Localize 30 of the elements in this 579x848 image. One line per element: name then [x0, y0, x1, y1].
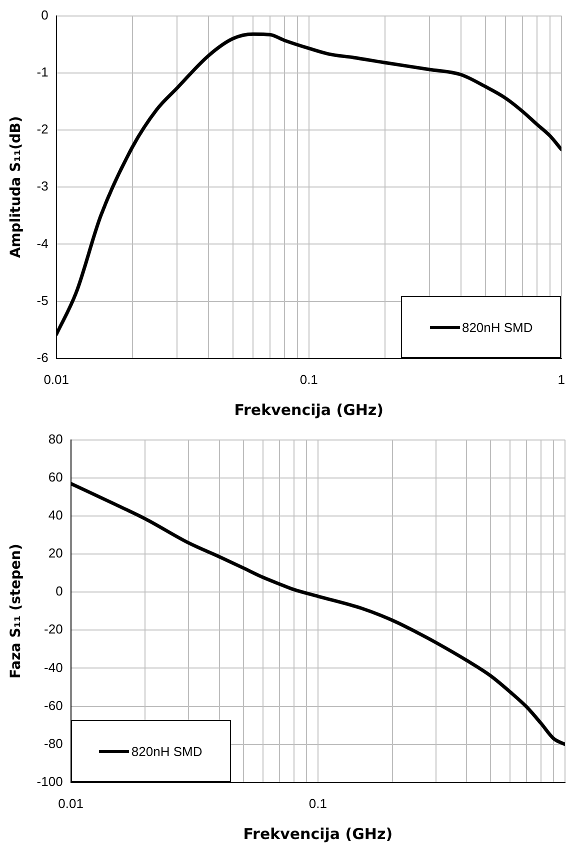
y-tick-label: 40 — [48, 508, 63, 523]
y-tick-label: 80 — [48, 431, 63, 446]
y-tick-label: -2 — [36, 122, 48, 137]
y-tick-label: -4 — [36, 236, 48, 251]
y-tick-label: -6 — [36, 350, 48, 365]
y-tick-label: -80 — [44, 736, 63, 751]
x-tick-label: 0.1 — [300, 372, 318, 387]
y-tick-label: 0 — [41, 7, 48, 22]
x-tick-label: 0.01 — [58, 796, 84, 811]
y-tick-label: 0 — [56, 584, 63, 599]
y-tick-label: -60 — [44, 698, 63, 713]
y-tick-label: -40 — [44, 660, 63, 675]
y-tick-label: -3 — [36, 178, 48, 194]
y-tick-label: 60 — [48, 469, 63, 484]
y-axis-title: Amplituda S₁₁(dB) — [8, 116, 24, 258]
y-tick-label: -20 — [44, 622, 63, 637]
legend: 820nH SMD — [70, 720, 231, 782]
y-axis-title: Faza S₁₁ (stepen) — [8, 544, 24, 678]
y-tick-label: -1 — [36, 64, 48, 80]
legend-label: 820nH SMD — [462, 320, 533, 335]
y-tick-label: -100 — [36, 774, 63, 789]
y-tick-label: 20 — [48, 546, 63, 561]
x-tick-label: 0.01 — [44, 372, 70, 387]
x-tick-label: 0.1 — [308, 796, 327, 811]
legend: 820nH SMD — [401, 296, 562, 358]
x-tick-label: 1 — [558, 372, 565, 387]
legend-label: 820nH SMD — [131, 744, 202, 759]
x-axis-title: Frekvencija (GHz) — [243, 824, 393, 843]
x-axis-title: Frekvencija (GHz) — [234, 400, 384, 419]
y-tick-label: -5 — [36, 292, 48, 308]
